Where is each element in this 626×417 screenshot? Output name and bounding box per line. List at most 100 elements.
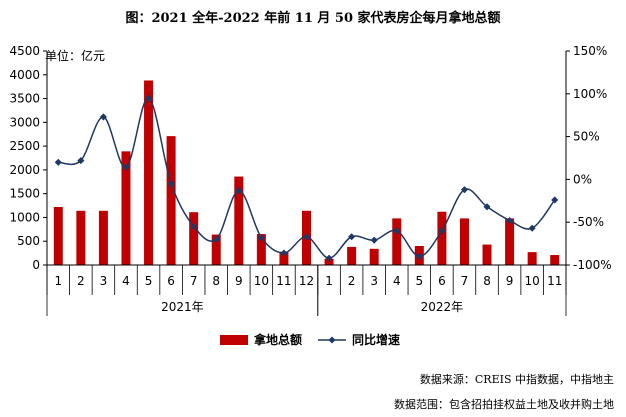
left-tick-label: 2500 [9, 139, 40, 153]
right-tick-label: 150% [573, 44, 607, 58]
bar [482, 244, 492, 265]
legend-line-marker [328, 336, 336, 344]
bar [459, 218, 469, 265]
category-label: 3 [100, 274, 108, 288]
legend: 拿地总额 同比增速 [220, 332, 400, 347]
category-label: 3 [370, 274, 378, 288]
category-label: 4 [122, 274, 130, 288]
category-label: 10 [525, 274, 540, 288]
bar [279, 251, 289, 265]
category-labels: 1 2 3 4 5 6 7 8 9 10 11 12 1 2 3 4 5 6 7 8 9 10 11 [54, 274, 562, 288]
category-label: 7 [461, 274, 469, 288]
category-label: 6 [438, 274, 446, 288]
category-label: 10 [254, 274, 269, 288]
bar [76, 210, 86, 265]
left-tick-label: 3500 [9, 92, 40, 106]
bar [347, 246, 357, 265]
chart-title: 图：2021 全年-2022 年前 11 月 50 家代表房企每月拿地总额 [125, 10, 500, 26]
unit-label: 单位：亿元 [45, 48, 105, 63]
bar [392, 218, 402, 265]
left-tick-label: 1500 [9, 187, 40, 201]
category-label: 9 [235, 274, 243, 288]
category-label: 8 [483, 274, 491, 288]
bar [234, 176, 244, 265]
bar [121, 151, 131, 265]
bar-series [53, 80, 560, 266]
legend-bar-swatch [220, 335, 248, 345]
yoy-point [506, 216, 514, 225]
scope-note: 数据范围：包含招拍挂权益土地及收并购土地 [394, 397, 614, 411]
axes [46, 51, 567, 316]
category-label: 9 [506, 274, 514, 288]
category-label: 4 [393, 274, 401, 288]
legend-line-label: 同比增速 [352, 332, 400, 347]
yoy-point [99, 113, 107, 121]
bar [189, 212, 199, 265]
category-label: 8 [212, 274, 220, 288]
right-tick-label: -50% [573, 215, 604, 229]
category-label: 11 [547, 274, 562, 288]
yoy-point [122, 163, 130, 171]
bar [527, 252, 537, 265]
bar [369, 248, 379, 265]
category-label: 6 [167, 274, 175, 288]
left-axis-ticks: 0 500 1000 1500 2000 2500 3000 3500 4000 4500 [9, 44, 47, 272]
bar [324, 258, 334, 265]
yoy-point [438, 227, 446, 235]
yoy-point [370, 236, 378, 244]
category-label: 12 [299, 274, 314, 288]
yoy-point [77, 157, 85, 165]
yoy-point [348, 233, 356, 241]
category-label: 1 [54, 274, 62, 288]
bar [550, 255, 560, 265]
bar [505, 218, 515, 265]
right-tick-label: 0% [573, 172, 592, 186]
category-label: 1 [325, 274, 333, 288]
yoy-point [235, 186, 243, 195]
category-label: 7 [190, 274, 198, 288]
source-note: 数据来源：CREIS 中指数据，中指地主 [420, 372, 614, 386]
right-tick-label: 100% [573, 87, 607, 101]
legend-bar-label: 拿地总额 [253, 332, 302, 347]
year-label: 2022年 [421, 300, 464, 314]
yoy-point [302, 233, 311, 241]
bar [437, 211, 447, 265]
line-series [54, 94, 559, 262]
left-tick-label: 3000 [9, 115, 40, 129]
left-tick-label: 4500 [9, 44, 40, 58]
yoy-point [54, 158, 62, 166]
bar [166, 136, 176, 265]
yoy-point [280, 249, 288, 257]
left-tick-label: 4000 [9, 68, 40, 82]
yoy-point [483, 203, 491, 211]
right-axis-ticks: -100% -50% 0% 50% 100% 150% [566, 44, 612, 272]
yoy-line [58, 97, 556, 259]
category-label: 5 [145, 274, 153, 288]
yoy-point [212, 235, 220, 243]
left-tick-label: 0 [32, 258, 40, 272]
left-tick-label: 2000 [9, 163, 40, 177]
bar [211, 234, 221, 265]
category-label: 2 [77, 274, 85, 288]
category-label: 2 [348, 274, 356, 288]
bar [53, 206, 63, 265]
year-label: 2021年 [161, 300, 204, 314]
yoy-point [393, 227, 401, 235]
yoy-point [145, 94, 153, 102]
right-tick-label: 50% [573, 130, 600, 144]
yoy-point [460, 186, 468, 194]
yoy-point [190, 222, 198, 231]
yoy-point [551, 196, 559, 204]
yoy-point [415, 252, 423, 260]
bar [256, 234, 266, 265]
yoy-point [257, 234, 265, 242]
left-tick-label: 500 [17, 234, 40, 248]
bar [144, 80, 154, 266]
left-tick-label: 1000 [9, 210, 40, 224]
year-labels: 2021年 2022年 [161, 300, 463, 314]
yoy-point [167, 180, 175, 188]
category-label: 5 [416, 274, 424, 288]
yoy-point [528, 224, 536, 232]
